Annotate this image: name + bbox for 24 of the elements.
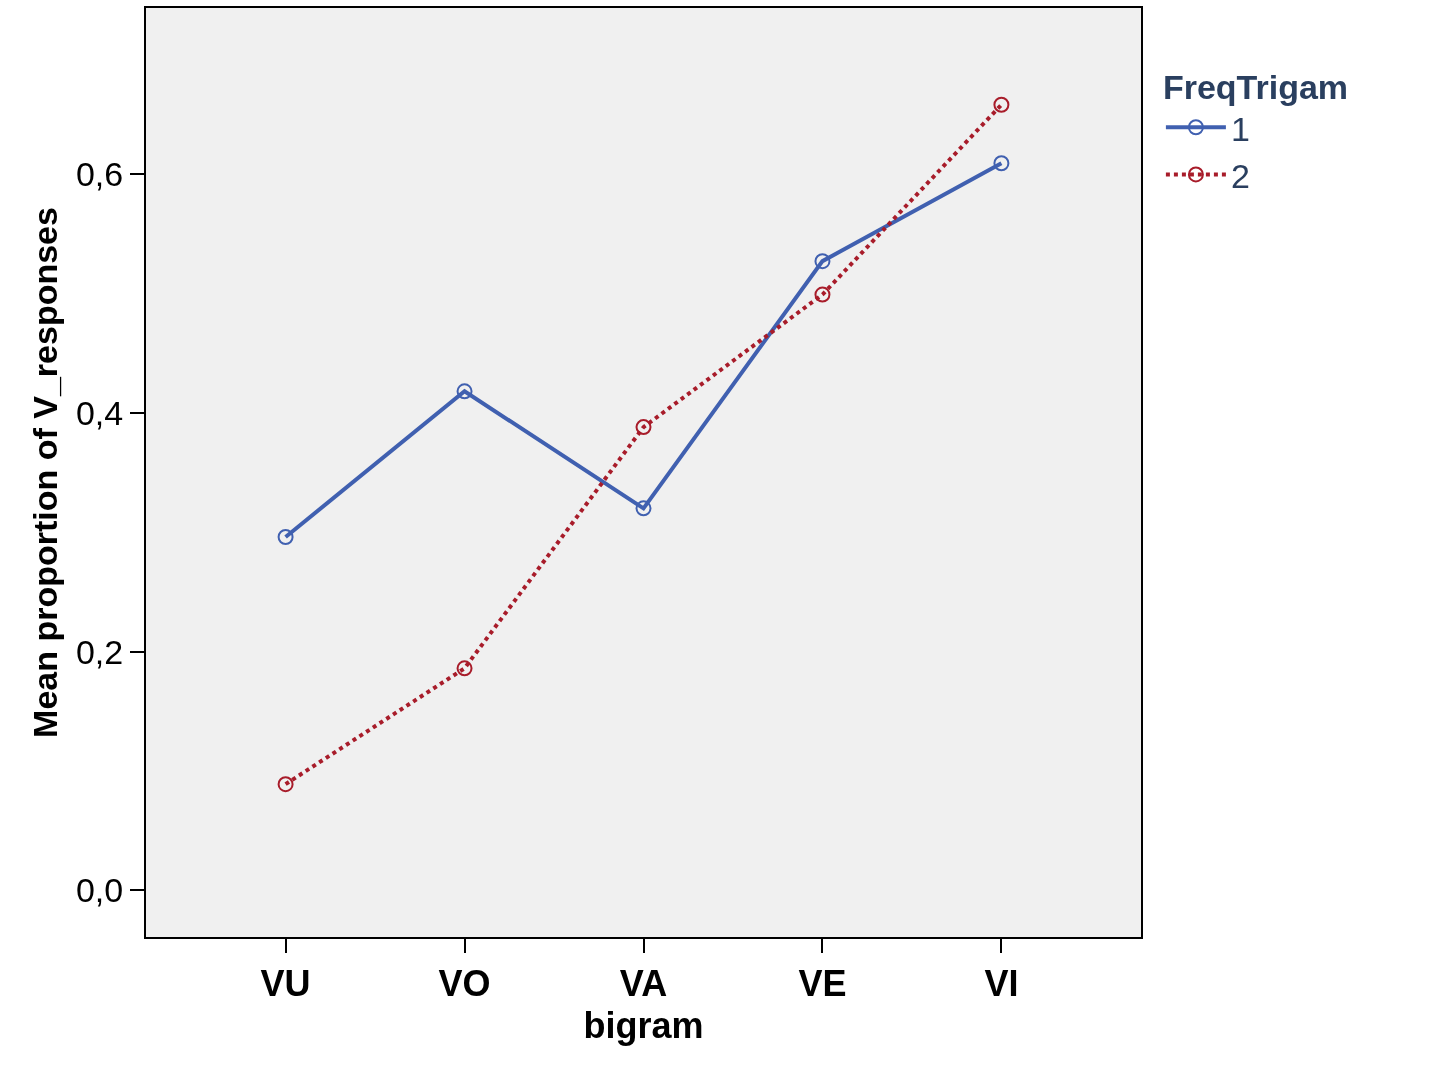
y-axis-title: Mean proportion of V_responses [26,207,65,738]
y-tick-label: 0,0 [75,871,124,910]
x-axis-title: bigram [583,1005,704,1047]
point [814,286,831,303]
point [277,528,294,545]
y-tick-label: 0,6 [75,154,124,193]
point [635,419,652,436]
point [993,155,1010,172]
y-tick-label: 0,4 [75,393,124,432]
legend-label: 1 [1230,109,1250,148]
x-tick-label: VO [438,963,491,1005]
legend-label: 2 [1230,156,1250,195]
x-tick-label: VU [260,963,311,1005]
point [277,776,294,793]
y-tick-label: 0,2 [75,632,124,671]
x-tick-label: VE [798,963,847,1005]
point [456,660,473,677]
point [993,96,1010,113]
x-tick-label: VI [984,963,1019,1005]
legend-title: FreqTrigam [1162,67,1349,106]
point [635,500,652,517]
x-tick-label: VA [619,963,668,1005]
point [456,383,473,400]
point [814,253,831,270]
